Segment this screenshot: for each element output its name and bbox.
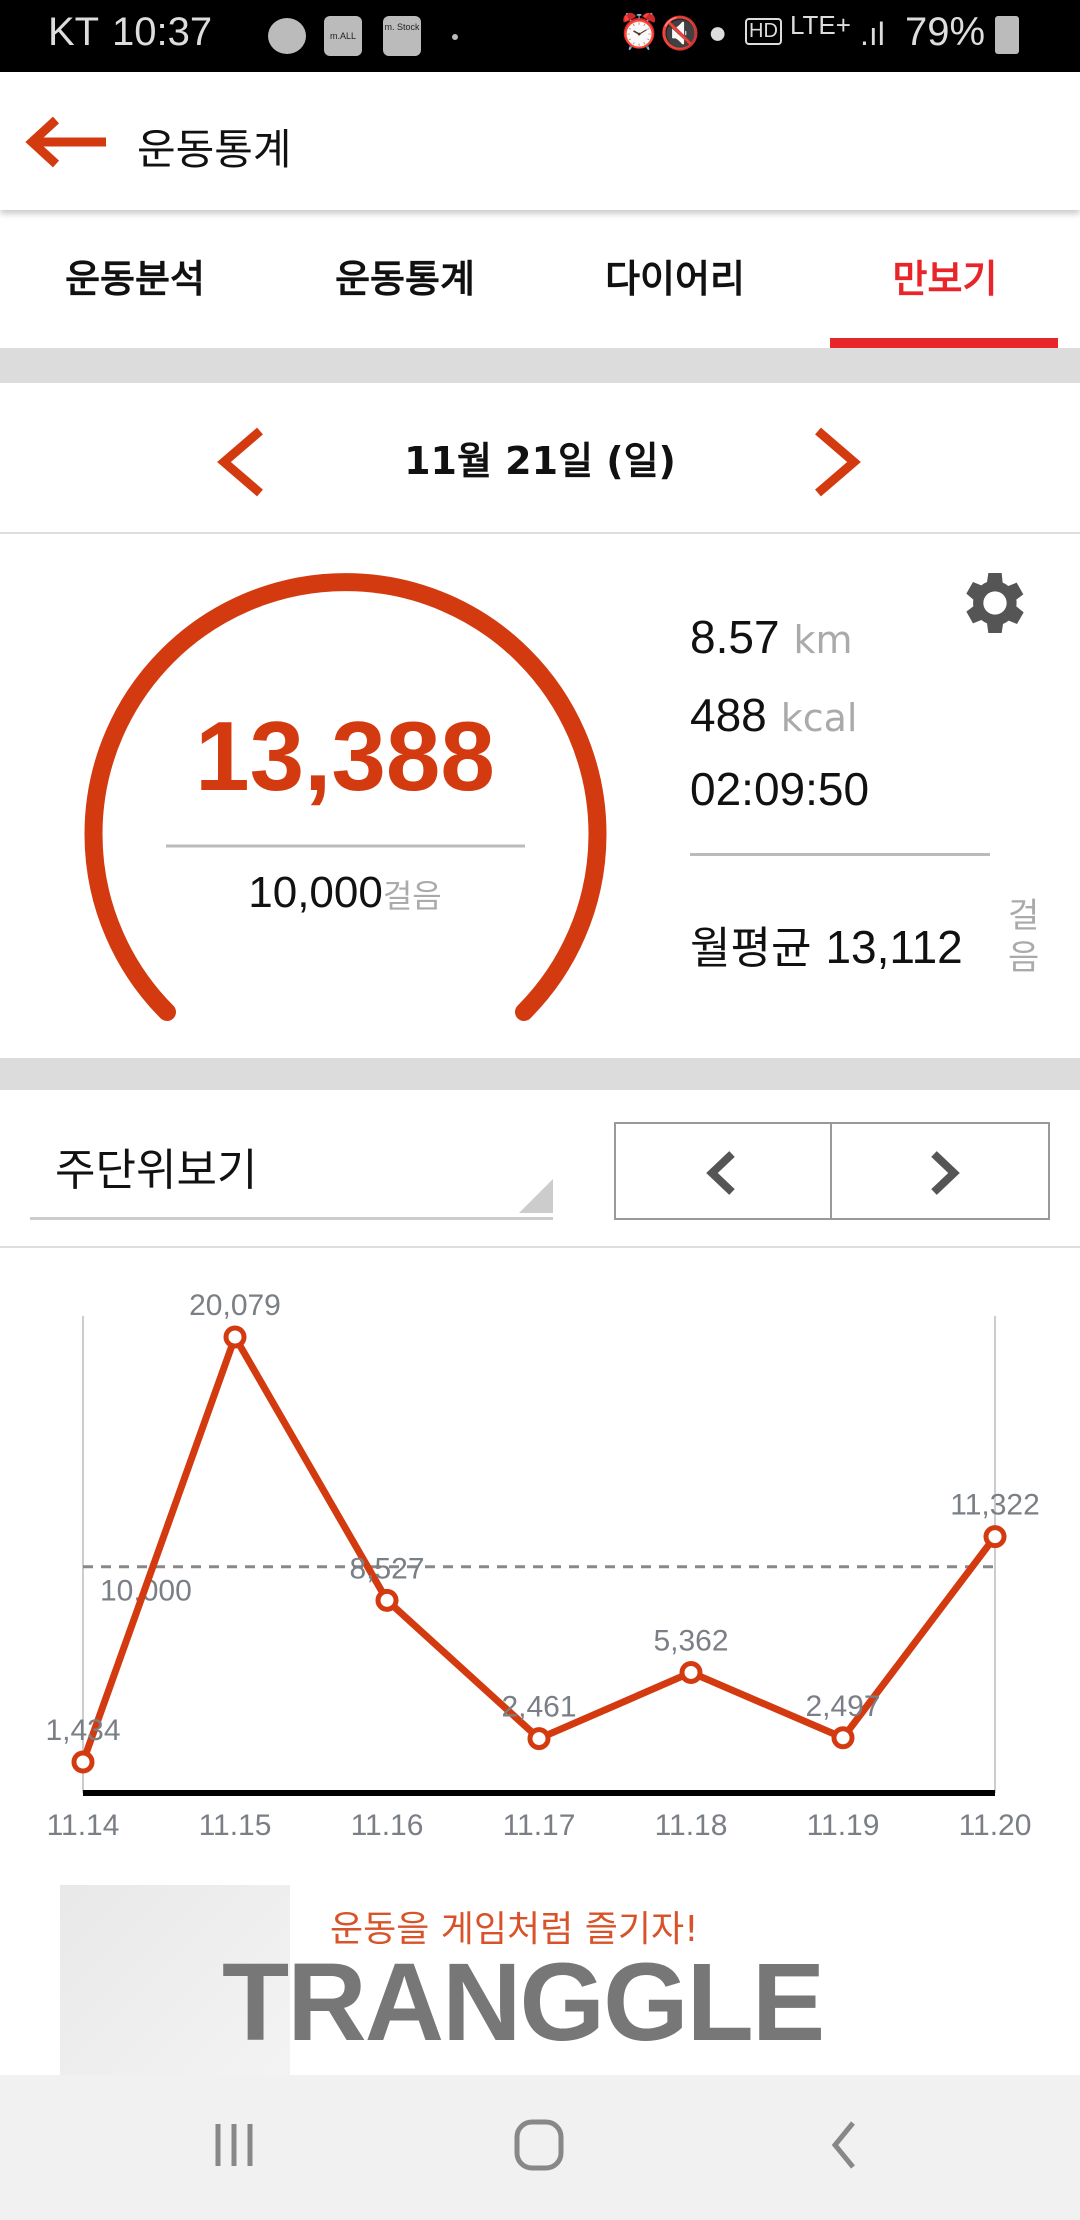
dropdown-triangle-icon (519, 1179, 553, 1213)
data-label: 8,527 (349, 1552, 424, 1585)
data-label: 11,322 (950, 1489, 1040, 1522)
x-tick-label: 11.16 (351, 1809, 424, 1842)
brand-logo: TRANGGLE (222, 1941, 825, 2064)
goal-unit: 걸음 (382, 877, 442, 915)
data-point (831, 1726, 855, 1750)
goal-value: 10,000 (248, 868, 383, 917)
data-point (71, 1750, 95, 1774)
calorie-value: 488 (690, 689, 767, 741)
prev-week-button[interactable] (614, 1122, 832, 1220)
tab-analysis[interactable]: 운동분석 (65, 257, 205, 301)
weekly-steps-chart: 10,0001,43411.1420,07911.158,52711.162,4… (45, 1289, 1040, 1842)
monthly-average-value: 13,112 (825, 921, 963, 973)
x-tick-label: 11.19 (807, 1809, 880, 1842)
x-tick-label: 11.14 (47, 1809, 120, 1842)
data-point (527, 1727, 551, 1751)
stock-app-icon: m. Stock (383, 16, 421, 56)
x-tick-label: 11.18 (655, 1809, 728, 1842)
data-label: 2,461 (501, 1691, 576, 1724)
divider-band (0, 1058, 1080, 1090)
tab-statistics[interactable]: 운동통계 (335, 257, 475, 301)
x-tick-label: 11.20 (959, 1809, 1032, 1842)
current-date: 11월 21일 (일) (404, 439, 676, 483)
next-date-icon[interactable] (808, 425, 868, 500)
duration-value: 02:09:50 (690, 763, 870, 815)
calorie-unit: kcal (780, 696, 858, 740)
signal-icon: .ıl (860, 16, 885, 52)
period-dropdown[interactable]: 주단위보기 (30, 1122, 553, 1220)
step-count: 13,388 (195, 701, 495, 811)
mall-app-icon: m.ALL (324, 16, 362, 56)
period-selected: 주단위보기 (55, 1145, 258, 1196)
vibrate-icon: 🔇 (660, 15, 700, 51)
prev-date-icon[interactable] (210, 425, 270, 500)
data-label: 1,434 (45, 1714, 120, 1747)
x-tick-label: 11.17 (503, 1809, 576, 1842)
distance-unit: km (793, 618, 853, 662)
x-tick-label: 11.15 (199, 1809, 272, 1842)
location-icon: ● (708, 14, 728, 50)
status-bar: KT 10:37 m.ALL m. Stock ⏰ 🔇 ● HD LTE+ .ı… (0, 0, 1080, 72)
divider (0, 532, 1080, 534)
brand-slogan: 운동을 게임처럼 즐기자! (330, 1909, 699, 1950)
chevron-right-icon (931, 1151, 960, 1195)
chevron-left-icon (706, 1151, 735, 1195)
distance-stat: 8.57 km (690, 610, 853, 664)
calorie-stat: 488 kcal (690, 688, 858, 742)
home-icon[interactable] (512, 2117, 568, 2173)
active-tab-indicator (830, 338, 1058, 348)
clock: 10:37 (112, 10, 213, 54)
lte-icon: LTE+ (790, 10, 851, 40)
data-point (983, 1525, 1007, 1549)
divider (0, 1246, 1080, 1248)
system-nav-bar (0, 2075, 1080, 2220)
gear-icon[interactable] (955, 563, 1035, 643)
divider-band (0, 348, 1080, 383)
hd-icon: HD (745, 18, 782, 45)
data-label: 2,497 (805, 1690, 880, 1723)
data-point (679, 1660, 703, 1684)
back-icon[interactable] (825, 2120, 865, 2170)
recent-apps-icon[interactable] (210, 2120, 260, 2170)
alarm-icon: ⏰ (618, 13, 661, 51)
tab-pedometer[interactable]: 만보기 (892, 257, 998, 301)
stats-divider (690, 853, 990, 856)
distance-value: 8.57 (690, 611, 780, 663)
brand-map-graphic (60, 1885, 290, 2075)
data-point (375, 1588, 399, 1612)
monthly-average-unit: 걸음 (1008, 896, 1040, 978)
carrier: KT (48, 10, 100, 54)
step-gauge (84, 573, 607, 1021)
page-title: 운동통계 (137, 125, 292, 174)
data-label: 5,362 (653, 1624, 728, 1657)
monthly-average-label: 월평균 (690, 923, 812, 974)
back-arrow-icon[interactable] (22, 114, 110, 170)
dot-icon (452, 34, 458, 40)
app-header: 운동통계 (0, 72, 1080, 210)
data-label: 20,079 (189, 1289, 281, 1322)
tab-diary[interactable]: 다이어리 (605, 257, 745, 301)
battery-level: 79% (905, 10, 986, 54)
next-week-button[interactable] (830, 1122, 1050, 1220)
gauge-arc (84, 573, 607, 1021)
data-point (223, 1325, 247, 1349)
step-goal: 10,000걸음 (90, 868, 600, 918)
battery-icon (995, 16, 1019, 54)
sync-cloud-icon (268, 18, 306, 54)
monthly-average: 월평균 13,112 (690, 912, 963, 976)
